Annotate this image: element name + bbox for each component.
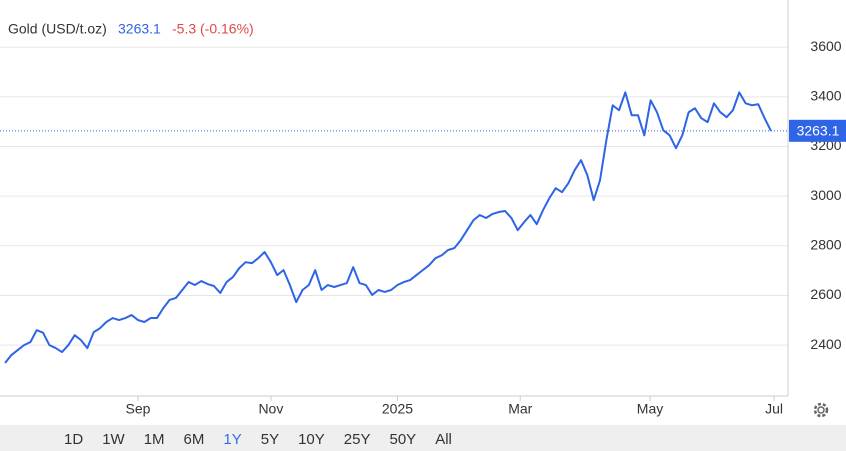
range-button[interactable]: 1Y [223, 431, 242, 448]
range-bar: 1D 1W 1M 6M 1Y 5Y 10Y 25Y 50Y All [0, 425, 846, 451]
range-button[interactable]: 6M [183, 431, 205, 448]
chart: Gold (USD/t.oz) 3263.1 -5.3 (-0.16%) 240… [0, 0, 846, 418]
range-button[interactable]: 50Y [389, 431, 417, 448]
range-button[interactable]: 1M [143, 431, 165, 448]
gear-teeth [813, 402, 829, 418]
price-line [4, 91, 772, 364]
x-tick-label: Jul [765, 401, 783, 417]
range-button[interactable]: 10Y [298, 431, 325, 448]
y-tick-label: 3600 [810, 38, 841, 54]
range-button[interactable]: 5Y [260, 431, 280, 448]
x-tick-label: May [637, 401, 663, 417]
range-button[interactable]: All [435, 431, 452, 448]
y-tick-label: 2400 [810, 336, 841, 352]
y-tick-label: 3400 [810, 88, 841, 104]
x-tick-label: 2025 [382, 401, 413, 417]
range-button[interactable]: 25Y [343, 431, 371, 448]
y-tick-label: 2800 [810, 236, 841, 252]
header-price: 3263.1 [118, 21, 161, 37]
x-tick-label: Nov [258, 401, 283, 417]
chart-title: Gold (USD/t.oz) [8, 21, 107, 37]
header-change: -5.3 (-0.16%) [172, 21, 254, 37]
gear-hub [817, 406, 825, 414]
settings-icon[interactable] [813, 402, 829, 418]
last-price-box [789, 119, 846, 142]
x-tick-label: Mar [508, 401, 532, 417]
x-tick-label: Sep [126, 401, 151, 417]
y-tick-label: 3000 [810, 187, 841, 203]
y-tick-label: 2600 [810, 286, 841, 302]
last-price-label: 3263.1 [797, 123, 840, 139]
range-button[interactable]: 1W [102, 431, 125, 448]
range-button[interactable]: 1D [64, 431, 84, 448]
